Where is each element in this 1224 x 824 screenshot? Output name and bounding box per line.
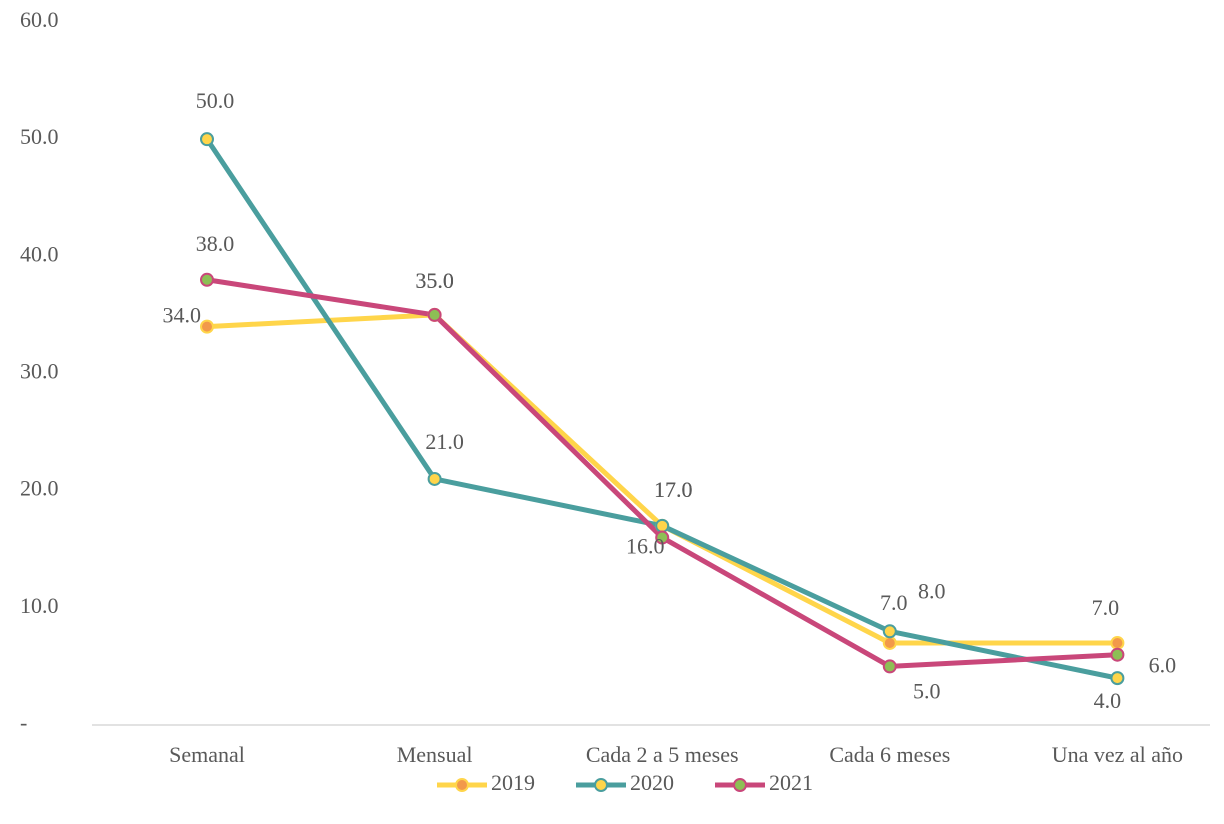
data-label: 34.0	[163, 303, 202, 328]
marker	[427, 307, 442, 322]
y-tick-label: 10.0	[20, 593, 59, 618]
marker	[1110, 671, 1125, 686]
x-tick-label: Una vez al año	[1052, 742, 1183, 767]
data-label: 7.0	[880, 590, 908, 615]
legend-marker	[594, 778, 608, 792]
y-tick-label: 30.0	[20, 359, 59, 384]
marker	[200, 272, 214, 287]
data-label: 38.0	[196, 231, 235, 256]
x-tick-label: Cada 6 meses	[829, 742, 950, 767]
y-tick-label: 40.0	[20, 241, 59, 266]
data-label: 16.0	[626, 534, 665, 559]
data-label: 35.0	[415, 268, 454, 293]
data-label: 7.0	[1092, 595, 1120, 620]
data-label: 5.0	[913, 678, 941, 703]
marker	[200, 319, 214, 334]
legend-label: 2019	[491, 770, 535, 795]
x-tick-label: Cada 2 a 5 meses	[586, 742, 739, 767]
legend-marker	[455, 778, 469, 792]
x-tick-label: Mensual	[397, 742, 473, 767]
x-tick-label: Semanal	[169, 742, 245, 767]
marker	[200, 132, 214, 147]
data-label: 8.0	[918, 578, 946, 603]
legend-label: 2020	[630, 770, 674, 795]
data-label: 21.0	[425, 429, 464, 454]
marker	[882, 659, 897, 674]
marker	[882, 635, 897, 650]
series-line	[204, 137, 1118, 681]
marker	[655, 518, 670, 533]
y-tick-label: 20.0	[20, 476, 59, 501]
data-label: 35.0	[415, 268, 454, 293]
y-tick-label: -	[20, 710, 27, 735]
marker	[882, 624, 897, 639]
data-label: 17.0	[654, 477, 693, 502]
marker	[1110, 635, 1125, 650]
data-label: 6.0	[1149, 653, 1177, 678]
y-tick-label: 50.0	[20, 124, 59, 149]
legend-marker	[733, 778, 747, 792]
marker	[1110, 647, 1125, 662]
marker	[427, 471, 442, 486]
legend-label: 2021	[769, 770, 813, 795]
data-label: 17.0	[654, 477, 693, 502]
data-label: 4.0	[1094, 688, 1122, 713]
data-label: 50.0	[196, 88, 235, 113]
y-tick-label: 60.0	[20, 7, 59, 32]
marker	[655, 530, 670, 545]
series-line	[206, 277, 1118, 669]
